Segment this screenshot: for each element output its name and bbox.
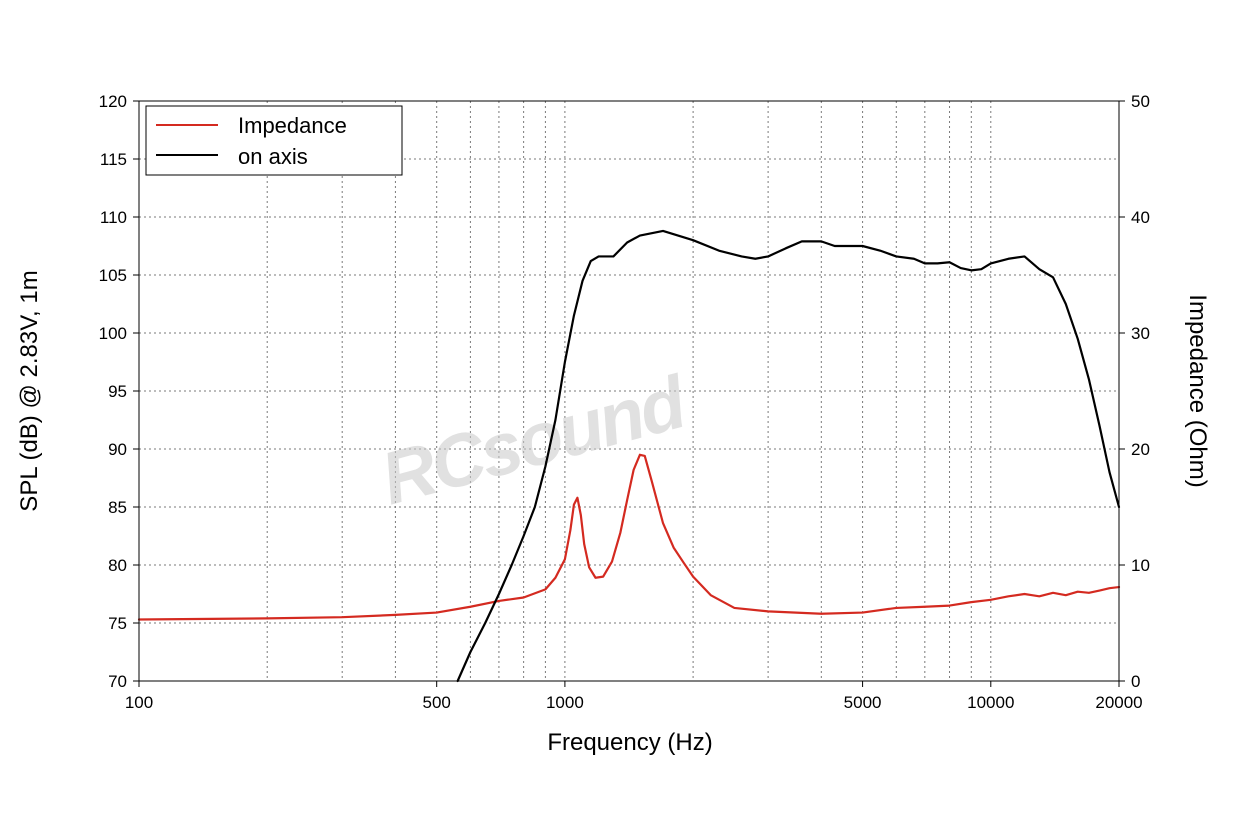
y-tick-label: 95: [108, 382, 127, 401]
y-tick-label: 115: [100, 150, 127, 169]
legend: Impedance on axis: [145, 105, 403, 176]
x-tick-label: 100: [125, 693, 153, 712]
ticks: [133, 100, 1125, 687]
legend-label-impedance: Impedance: [238, 113, 347, 138]
series-layer: [137, 229, 1121, 683]
y-tick-label: 70: [108, 672, 127, 691]
x-axis-title: Frequency (Hz): [547, 729, 712, 756]
y-tick-label: 120: [99, 92, 127, 111]
grid: [139, 101, 1119, 681]
x-tick-label: 10000: [967, 693, 1014, 712]
y2-axis-title: Impedance (Ohm): [1184, 294, 1211, 487]
y2-tick-label: 30: [1131, 324, 1150, 343]
y-tick-label: 75: [108, 614, 127, 633]
y-tick-label: 100: [99, 324, 127, 343]
y2-tick-label: 20: [1131, 440, 1150, 459]
y2-tick-label: 50: [1131, 92, 1150, 111]
y-tick-label: 90: [108, 440, 127, 459]
x-tick-label: 20000: [1095, 693, 1142, 712]
tick-labels: 70 75 80 85 90 95 100 105 110 115 120 0 10 20 30 40 50 10…: [99, 92, 1150, 712]
y-tick-label: 105: [99, 266, 127, 285]
y2-tick-label: 40: [1131, 208, 1150, 227]
x-tick-label: 1000: [546, 693, 584, 712]
y-tick-label: 85: [108, 498, 127, 517]
y2-tick-label: 0: [1131, 672, 1140, 691]
series-line-on-axis: [456, 229, 1121, 683]
series-line-impedance: [137, 453, 1121, 621]
x-tick-label: 500: [423, 693, 451, 712]
y-tick-label: 80: [108, 556, 127, 575]
x-tick-label: 5000: [844, 693, 882, 712]
y-tick-label: 110: [100, 208, 127, 227]
y2-tick-label: 10: [1131, 556, 1150, 575]
legend-label-on-axis: on axis: [238, 144, 308, 169]
watermark-logo: RCsound: [373, 359, 696, 520]
legend-box: [145, 105, 403, 176]
y-axis-title: SPL (dB) @ 2.83V, 1m: [16, 270, 43, 511]
